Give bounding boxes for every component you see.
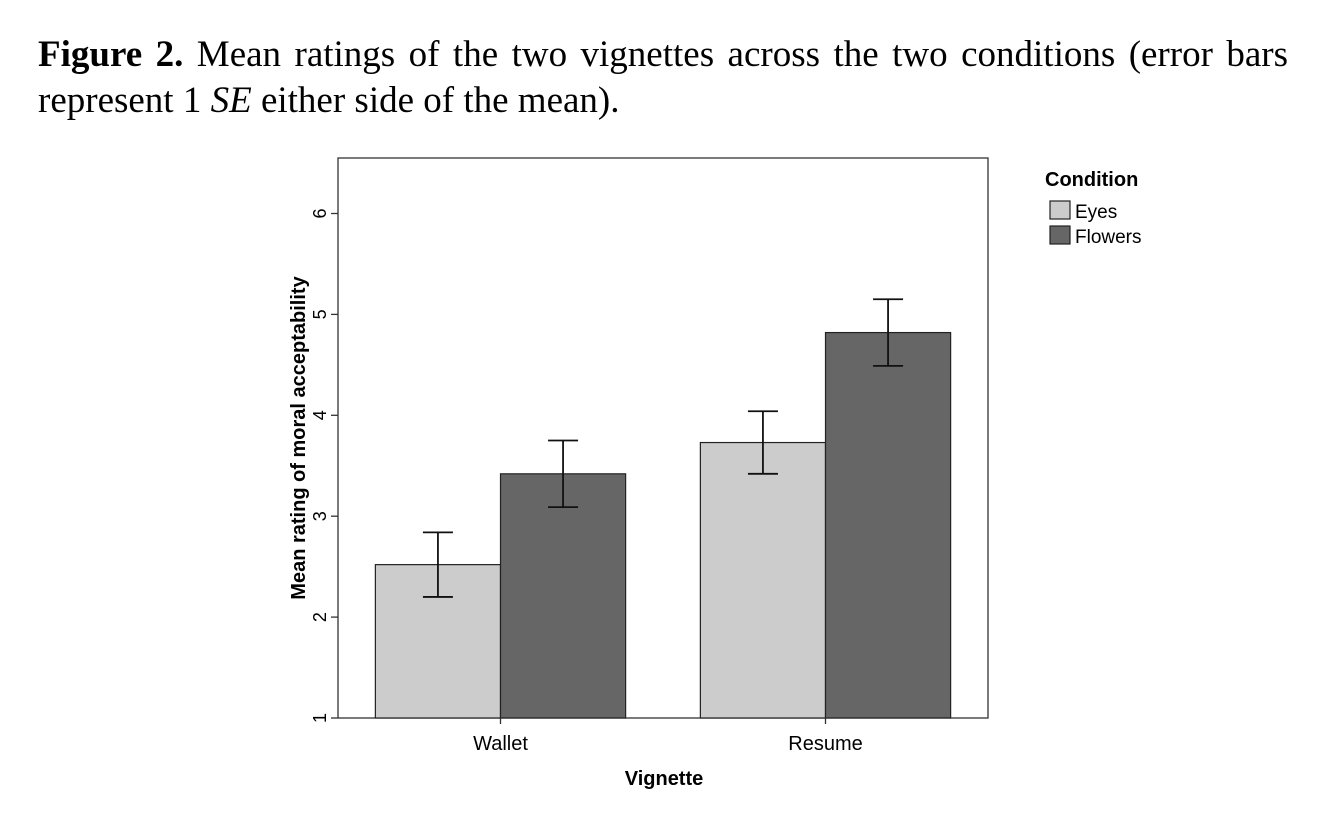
y-tick-label: 3	[310, 511, 330, 521]
y-tick-label: 5	[310, 309, 330, 319]
y-tick-label: 6	[310, 208, 330, 218]
y-tick-label: 1	[310, 713, 330, 723]
caption-text-before: Mean ratings of the two vignettes across…	[38, 34, 1288, 121]
x-axis-label: Vignette	[625, 768, 704, 790]
bar-eyes-resume	[699, 441, 827, 719]
y-axis: 1 2 3 4 5 6	[310, 208, 338, 723]
legend-swatch-eyes	[1049, 200, 1071, 220]
x-axis: Wallet Resume	[473, 718, 863, 755]
caption-label: Figure 2.	[38, 34, 184, 75]
error-bars	[422, 298, 904, 598]
y-tick-label: 4	[310, 410, 330, 420]
plot-frame	[337, 157, 989, 719]
legend-label-eyes: Eyes	[1075, 202, 1117, 223]
figure-caption: Figure 2. Mean ratings of the two vignet…	[38, 32, 1288, 124]
caption-italic: SE	[210, 80, 252, 121]
legend: Condition Eyes Flowers	[1045, 169, 1142, 248]
legend-label-flowers: Flowers	[1075, 227, 1142, 248]
legend-title: Condition	[1045, 169, 1138, 191]
legend-swatch-flowers	[1049, 225, 1071, 245]
bar-flowers-wallet	[499, 473, 627, 719]
bars	[374, 331, 952, 719]
y-tick-label: 2	[310, 612, 330, 622]
x-tick-label: Wallet	[473, 733, 528, 755]
caption-text-after: either side of the mean).	[251, 80, 620, 121]
bar-flowers-resume	[824, 331, 952, 719]
x-tick-label: Resume	[788, 733, 862, 755]
y-axis-label: Mean rating of moral acceptability	[288, 275, 310, 599]
